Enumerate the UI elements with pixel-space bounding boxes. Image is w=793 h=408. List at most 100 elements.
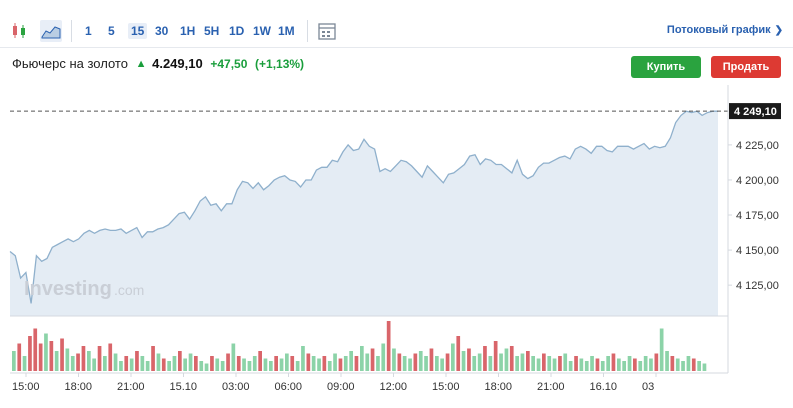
price-line [9,110,718,304]
volume-bar [381,343,386,371]
x-tick-label: 12:00 [380,381,408,393]
volume-bar [504,348,509,371]
volume-bar [686,356,691,371]
calendar-icon[interactable] [316,20,338,42]
volume-bar [338,358,343,371]
volume-bar [386,321,391,371]
volume-bar [226,353,230,371]
volume-bar [461,351,466,371]
last-price-tag [729,103,781,120]
toolbar-separator [71,20,72,42]
instrument-header: Фьючерс на золото ▲ 4.249,10 +47,50 (+1,… [12,55,304,73]
volume-bar [568,361,573,371]
volume-bar [333,353,337,371]
volume-bar [108,343,113,371]
volume-bar [563,353,568,371]
volume-bar [376,356,380,371]
volume-bar [44,333,48,371]
volume-bar [274,356,278,371]
volume-bar [429,348,434,371]
toolbar-separator [307,20,308,42]
volume-bar [172,356,177,371]
volume-bar [210,356,214,371]
volume-bar [606,356,610,371]
price-area [9,110,718,316]
last-price-label: 4 249,10 [734,106,777,118]
timeframe-1w[interactable]: 1W [253,24,271,38]
volume-bar [269,361,273,371]
volume-bar [509,346,514,371]
volume-bar [354,356,359,371]
volume-bar [311,356,316,371]
volume-bar [22,356,27,371]
volume-bar [424,356,428,371]
timeframe-30[interactable]: 30 [155,24,169,38]
volume-bar [617,358,621,371]
volume-bar [317,358,321,371]
volume-bar [515,356,519,371]
volume-bar [199,361,204,371]
volume-bar [665,351,669,371]
volume-bar [135,351,139,371]
volume-bar [670,356,675,371]
volume-bar [49,341,54,371]
volume-bar [531,356,535,371]
volume-bar [611,353,616,371]
volume-bar [659,328,664,371]
timeframe-15[interactable]: 15 [128,23,148,39]
volume-bar [627,356,632,371]
volume-bar [54,351,59,371]
timeframe-1m[interactable]: 1M [278,24,295,38]
volume-bar [119,361,123,371]
volume-bar [397,353,402,371]
price-chart[interactable]: Investing .com 4 249,10 4 225,00 4 200,00… [0,85,793,408]
volume-bar [402,356,407,371]
volume-bar [558,356,562,371]
x-tick-label: 03 [642,381,654,393]
volume-bar [194,356,198,371]
volume-bar [392,348,396,371]
volume-bar [156,353,161,371]
y-tick-label: 4 225,00 [736,140,779,152]
volume-bar [493,341,498,371]
volume-bar [70,356,75,371]
volume-bar [252,356,257,371]
volume-bar [595,358,600,371]
timeframe-5[interactable]: 5 [108,24,115,38]
toolbar-divider [0,47,793,48]
volume-bar [263,358,268,371]
volume-bar [702,363,707,371]
volume-bar [33,328,38,371]
timeframe-1[interactable]: 1 [85,24,92,38]
volume-bar [129,358,134,371]
volume-bar [499,353,503,371]
volume-bar [691,358,696,371]
volume-bar [633,358,637,371]
streaming-chart-label: Потоковый график [666,24,771,36]
volume-bar [28,336,32,371]
volume-bar [343,356,348,371]
sell-button[interactable]: Продать [711,56,781,78]
volume-bar [370,348,375,371]
buy-button[interactable]: Купить [631,56,701,78]
timeframe-1h[interactable]: 1H [180,24,196,38]
volume-bar [161,358,166,371]
volume-bar [649,358,653,371]
volume-bar [285,353,289,371]
area-chart-icon[interactable] [40,20,62,42]
volume-bar [306,353,311,371]
chevron-right-icon: ❯ [774,25,783,36]
streaming-chart-link[interactable]: Потоковый график ❯ [667,24,783,36]
volume-bar [113,353,118,371]
timeframe-1d[interactable]: 1D [229,24,245,38]
x-tick-label: 16.10 [590,381,618,393]
volume-bar [590,356,594,371]
y-tick-label: 4 175,00 [736,210,779,222]
volume-bar [349,351,353,371]
volume-bar [236,356,241,371]
x-tick-label: 18:00 [65,381,93,393]
candlestick-icon[interactable] [9,20,31,42]
timeframe-5h[interactable]: 5H [204,24,220,38]
volume-bar [440,358,444,371]
x-tick-label: 06:00 [275,381,303,393]
